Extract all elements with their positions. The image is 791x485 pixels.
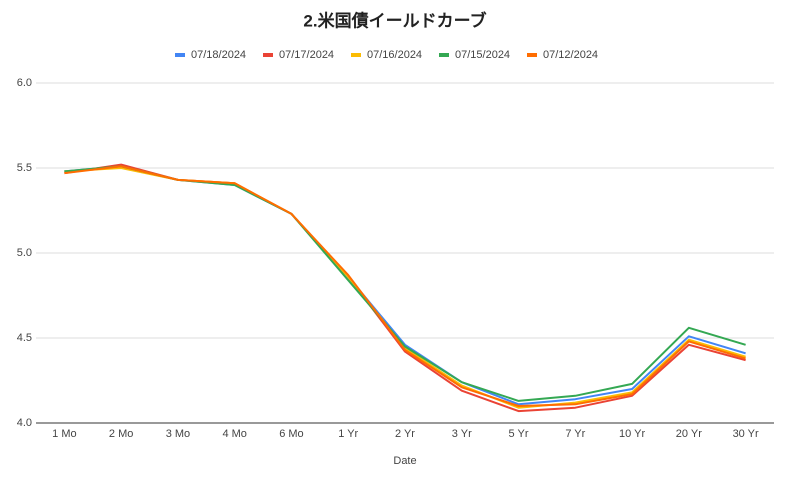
- x-tick-label: 1 Mo: [52, 428, 76, 440]
- series-line: [64, 165, 746, 402]
- x-tick-label: 4 Mo: [222, 428, 246, 440]
- y-tick-label: 5.5: [17, 162, 32, 174]
- legend-swatch: [439, 53, 449, 57]
- x-tick-label: 6 Mo: [279, 428, 303, 440]
- legend-swatch: [527, 53, 537, 57]
- y-tick-label: 4.5: [17, 332, 32, 344]
- legend-label: 07/18/2024: [191, 49, 246, 61]
- y-tick-label: 5.0: [17, 247, 32, 259]
- legend-swatch: [351, 53, 361, 57]
- x-tick-label: 7 Yr: [565, 428, 585, 440]
- legend-label: 07/15/2024: [455, 49, 510, 61]
- chart-title: 2.米国債イールドカーブ: [303, 10, 486, 30]
- y-tick-label: 6.0: [17, 77, 32, 89]
- x-tick-label: 3 Mo: [166, 428, 190, 440]
- x-tick-label: 20 Yr: [676, 428, 702, 440]
- x-axis-label: Date: [393, 455, 416, 467]
- x-tick-label: 5 Yr: [509, 428, 529, 440]
- legend-label: 07/17/2024: [279, 49, 334, 61]
- legend-swatch: [263, 53, 273, 57]
- y-tick-label: 4.0: [17, 417, 32, 429]
- x-tick-label: 3 Yr: [452, 428, 472, 440]
- series-line: [64, 165, 746, 406]
- legend-label: 07/12/2024: [543, 49, 598, 61]
- x-tick-label: 30 Yr: [733, 428, 759, 440]
- x-tick-label: 10 Yr: [619, 428, 645, 440]
- series-line: [64, 163, 746, 413]
- x-tick-label: 2 Yr: [395, 428, 415, 440]
- series-line: [64, 165, 746, 407]
- x-tick-label: 1 Yr: [338, 428, 358, 440]
- legend-swatch: [175, 53, 185, 57]
- x-tick-label: 2 Mo: [109, 428, 133, 440]
- legend-label: 07/16/2024: [367, 49, 422, 61]
